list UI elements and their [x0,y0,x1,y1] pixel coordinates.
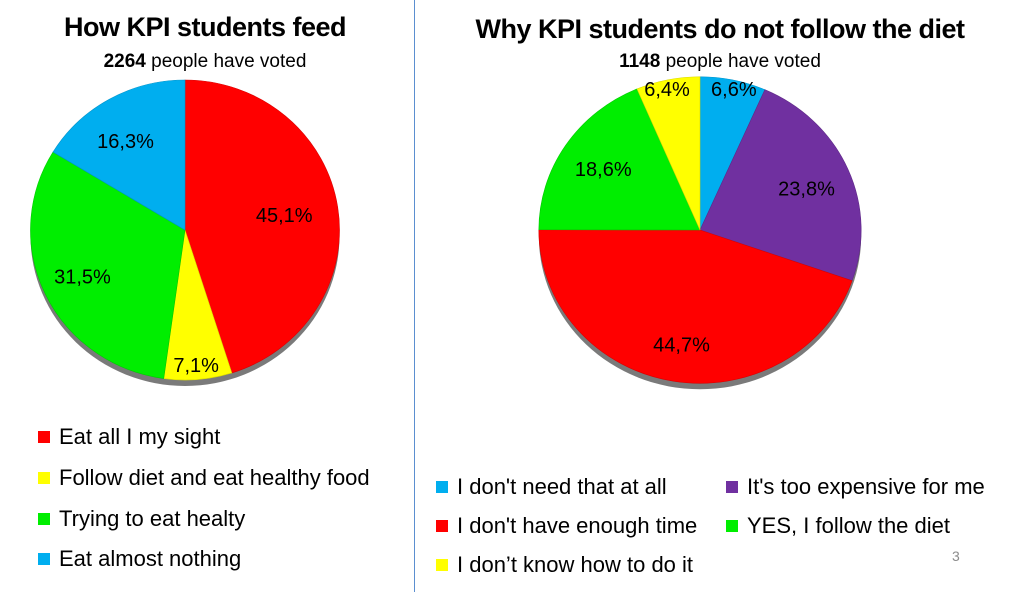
legend-swatch [436,481,448,493]
pie-slice-label: 45,1% [256,205,313,227]
legend-swatch [38,513,50,525]
chart-1-legend-item: Eat almost nothing [38,546,241,572]
chart-2-votes-suffix: people have voted [660,51,821,72]
legend-swatch [38,431,50,443]
legend-swatch [38,553,50,565]
pie-slice [636,76,701,231]
chart-2-subtitle: 1148 people have voted [416,51,1024,73]
chart-1-legend-item: Trying to eat healty [38,506,245,532]
pie-slice-label: 7,1% [173,355,219,377]
chart-1-subtitle: 2264 people have voted [0,51,410,73]
chart-2-legend-item: I don’t know how to do it [436,552,693,578]
chart-1-title: How KPI students feed [63,12,347,42]
pie-slice [538,88,701,231]
legend-label: Eat all I my sight [59,424,221,449]
legend-swatch [38,472,50,484]
pie-slice-label: 44,7% [653,335,710,357]
pie-slice [538,229,853,384]
legend-swatch [436,559,448,571]
chart-2-legend-item: It's too expensive for me [726,474,985,500]
pie-slice-label: 31,5% [54,266,111,288]
chart-2-votes: 1148 [619,51,661,72]
legend-label: Eat almost nothing [59,546,242,571]
pie-slice-label: 6,6% [711,79,757,101]
pie-slice-label: 16,3% [97,131,154,153]
legend-label: It's too expensive for me [747,474,985,499]
legend-label: I don't need that at all [457,474,667,499]
page-number: 3 [952,548,960,564]
chart-2-legend-item: I don't need that at all [436,474,667,500]
chart-1-votes: 2264 [103,51,146,72]
chart-2-legend-item: YES, I follow the diet [726,513,950,539]
legend-label: Follow diet and eat healthy food [59,465,370,490]
panel-divider [414,0,415,592]
pie-slice-label: 18,6% [575,159,632,181]
pie-slice-label: 23,8% [778,178,835,200]
pie-slice [699,89,862,282]
chart-1-legend-item: Eat all I my sight [38,424,220,450]
chart-2-legend-item: I don't have enough time [436,513,697,539]
legend-label: I don't have enough time [457,513,698,538]
chart-1-votes-suffix: people have voted [145,51,307,72]
legend-swatch [726,481,738,493]
pie-slice [30,151,186,379]
pie-slice [184,79,340,374]
legend-swatch [436,520,448,532]
legend-label: YES, I follow the diet [747,513,950,538]
legend-swatch [726,520,738,532]
pie-slice [52,79,186,231]
chart-2-title: Why KPI students do not follow the diet [475,14,965,44]
legend-label: Trying to eat healty [59,506,246,531]
legend-label: I don’t know how to do it [457,552,694,577]
chart-1-legend-item: Follow diet and eat healthy food [38,465,370,491]
pie-slice-label: 6,4% [644,79,690,101]
